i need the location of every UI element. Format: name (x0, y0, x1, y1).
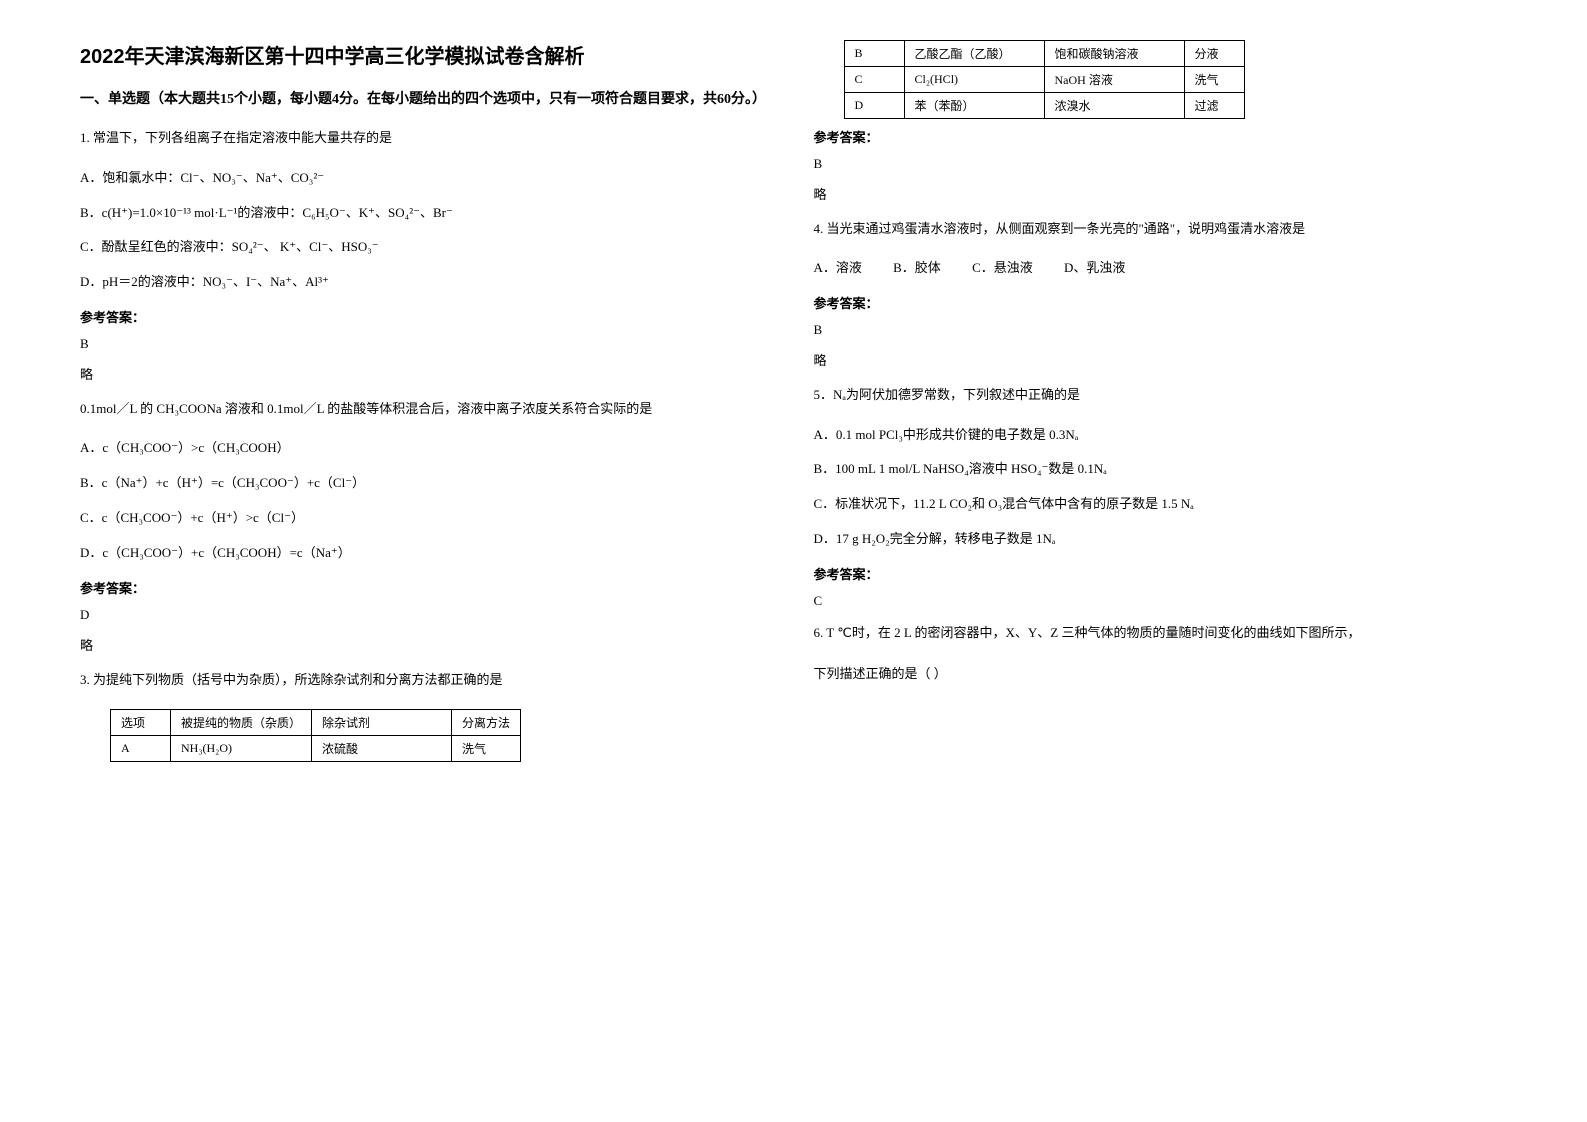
q6-tail: 下列描述正确的是（ ） (814, 662, 1508, 685)
q3-answer: B (814, 156, 1508, 172)
q5-optD: D．17 g H₂O₂完全分解，转移电子数是 1Nₐ (814, 529, 1508, 550)
table-row: C Cl₂(HCl) NaOH 溶液 洗气 (844, 67, 1244, 93)
cell: 饱和碳酸钠溶液 (1044, 41, 1184, 67)
cell: 洗气 (1184, 67, 1244, 93)
left-column: 2022年天津滨海新区第十四中学高三化学模拟试卷含解析 一、单选题（本大题共15… (60, 40, 794, 1082)
q4-answer: B (814, 322, 1508, 338)
q2-stem: 0.1mol／L 的 CH₃COONa 溶液和 0.1mol／L 的盐酸等体积混… (80, 397, 774, 420)
cell: 洗气 (452, 735, 521, 761)
q5-optC: C．标准状况下，11.2 L CO₂和 O₃混合气体中含有的原子数是 1.5 N… (814, 494, 1508, 515)
q2-optB: B．c（Na⁺）+c（H⁺）=c（CH₃COO⁻）+c（Cl⁻） (80, 473, 774, 494)
q1-stem: 1. 常温下，下列各组离子在指定溶液中能大量共存的是 (80, 126, 774, 149)
q2-answer-label: 参考答案： (80, 578, 774, 597)
q4-optD: D、乳浊液 (1064, 260, 1125, 275)
right-column: B 乙酸乙酯（乙酸） 饱和碳酸钠溶液 分液 C Cl₂(HCl) NaOH 溶液… (794, 40, 1528, 1082)
section-header: 一、单选题（本大题共15个小题，每小题4分。在每小题给出的四个选项中，只有一项符… (80, 89, 774, 111)
q2-answer: D (80, 607, 774, 623)
q5-optB: B．100 mL 1 mol/L NaHSO₄溶液中 HSO₄⁻数是 0.1Nₐ (814, 459, 1508, 480)
q4-optB: B．胶体 (893, 260, 941, 275)
th-method: 分离方法 (452, 709, 521, 735)
q4-answer-label: 参考答案： (814, 293, 1508, 312)
q1-optB: B．c(H⁺)=1.0×10⁻¹³ mol·L⁻¹的溶液中：C₆H₅O⁻、K⁺、… (80, 203, 774, 224)
cell: Cl₂(HCl) (904, 67, 1044, 93)
cell: A (111, 735, 171, 761)
q3-stem: 3. 为提纯下列物质（括号中为杂质），所选除杂试剂和分离方法都正确的是 (80, 668, 774, 691)
q5-stem: 5．Nₐ为阿伏加德罗常数，下列叙述中正确的是 (814, 383, 1508, 406)
q5-optA: A．0.1 mol PCl₃中形成共价键的电子数是 0.3Nₐ (814, 425, 1508, 446)
q1-answer-label: 参考答案： (80, 307, 774, 326)
q4-optC: C．悬浊液 (972, 260, 1033, 275)
cell: 苯（苯酚） (904, 93, 1044, 119)
cell: B (844, 41, 904, 67)
table-row: 选项 被提纯的物质（杂质） 除杂试剂 分离方法 (111, 709, 521, 735)
cell: NaOH 溶液 (1044, 67, 1184, 93)
cell: NH₃(H₂O) (171, 735, 312, 761)
q4-omit: 略 (814, 350, 1508, 369)
q5-answer-label: 参考答案： (814, 564, 1508, 583)
q6-stem: 6. T ℃时，在 2 L 的密闭容器中，X、Y、Z 三种气体的物质的量随时间变… (814, 621, 1508, 644)
th-substance: 被提纯的物质（杂质） (171, 709, 312, 735)
q1-omit: 略 (80, 364, 774, 383)
th-reagent: 除杂试剂 (312, 709, 452, 735)
q3-table-top: 选项 被提纯的物质（杂质） 除杂试剂 分离方法 A NH₃(H₂O) 浓硫酸 洗… (110, 709, 521, 762)
q5-answer: C (814, 593, 1508, 609)
cell: C (844, 67, 904, 93)
cell: D (844, 93, 904, 119)
q1-optD: D．pH＝2的溶液中：NO₃⁻、I⁻、Na⁺、Al³⁺ (80, 272, 774, 293)
cell: 浓溴水 (1044, 93, 1184, 119)
q2-optA: A．c（CH₃COO⁻）>c（CH₃COOH） (80, 438, 774, 459)
q1-answer: B (80, 336, 774, 352)
page-title: 2022年天津滨海新区第十四中学高三化学模拟试卷含解析 (80, 40, 774, 69)
q2-optD: D．c（CH₃COO⁻）+c（CH₃COOH）=c（Na⁺） (80, 543, 774, 564)
table-row: A NH₃(H₂O) 浓硫酸 洗气 (111, 735, 521, 761)
q3-table-bottom: B 乙酸乙酯（乙酸） 饱和碳酸钠溶液 分液 C Cl₂(HCl) NaOH 溶液… (844, 40, 1245, 119)
q1-optA: A．饱和氯水中：Cl⁻、NO₃⁻、Na⁺、CO₃²⁻ (80, 168, 774, 189)
q4-optA: A．溶液 (814, 260, 862, 275)
q4-stem: 4. 当光束通过鸡蛋清水溶液时，从侧面观察到一条光亮的"通路"，说明鸡蛋清水溶液… (814, 217, 1508, 240)
cell: 过滤 (1184, 93, 1244, 119)
cell: 浓硫酸 (312, 735, 452, 761)
q2-optC: C．c（CH₃COO⁻）+c（H⁺）>c（Cl⁻） (80, 508, 774, 529)
table-row: B 乙酸乙酯（乙酸） 饱和碳酸钠溶液 分液 (844, 41, 1244, 67)
cell: 乙酸乙酯（乙酸） (904, 41, 1044, 67)
q3-omit: 略 (814, 184, 1508, 203)
th-opt: 选项 (111, 709, 171, 735)
table-row: D 苯（苯酚） 浓溴水 过滤 (844, 93, 1244, 119)
q4-options: A．溶液 B．胶体 C．悬浊液 D、乳浊液 (814, 258, 1508, 279)
cell: 分液 (1184, 41, 1244, 67)
q3-answer-label: 参考答案： (814, 127, 1508, 146)
q1-optC: C．酚酞呈红色的溶液中：SO₄²⁻、 K⁺、Cl⁻、HSO₃⁻ (80, 237, 774, 258)
q2-omit: 略 (80, 635, 774, 654)
